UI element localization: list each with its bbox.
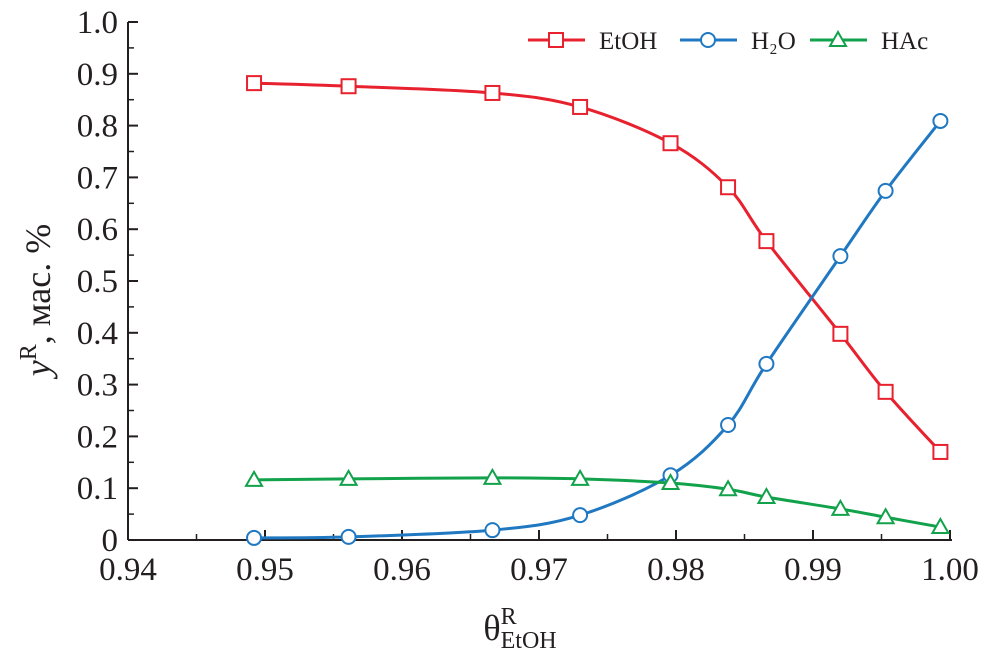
axes: 0.94 0.95 0.96 0.97 0.98 0.99 1.00 0 0.1 0.2 0.3 0.…: [77, 5, 979, 588]
data-point-hac: [718, 479, 738, 497]
y-tick-label: 0.2: [77, 419, 118, 455]
data-point-hac: [482, 467, 503, 485]
x-tick-label: 0.95: [236, 552, 294, 588]
x-axis-label: θR EtOH: [483, 604, 556, 654]
x-tick-label: 0.96: [373, 552, 431, 588]
data-point-etoh: [758, 233, 775, 250]
y-tick-label: 0.6: [77, 212, 118, 248]
data-point-etoh: [484, 84, 501, 101]
series-ho: [246, 112, 949, 546]
x-tick-label: 1.00: [921, 552, 979, 588]
data-point-hac: [570, 468, 590, 486]
data-point-etoh: [877, 383, 894, 400]
y-tick-label: 0.4: [77, 316, 118, 352]
data-point-hac: [830, 498, 851, 516]
data-point-ho: [832, 248, 849, 265]
x-tick-label: 0.99: [784, 552, 842, 588]
x-tick-label: 0.97: [510, 552, 568, 588]
y-tick-label: 0.8: [77, 109, 118, 145]
y-tick-label: 0.9: [77, 57, 118, 93]
data-point-hac: [875, 507, 896, 525]
legend-marker-hac: [828, 29, 848, 47]
data-point-etoh: [720, 179, 737, 196]
data-point-ho: [877, 182, 894, 199]
data-point-hac: [338, 468, 359, 486]
data-point-hac: [930, 517, 951, 535]
y-tick-label: 0.7: [77, 160, 118, 196]
data-point-etoh: [340, 78, 357, 95]
data-point-ho: [246, 529, 263, 546]
data-point-hac: [756, 486, 777, 505]
series-line-ho: [254, 120, 942, 540]
data-point-etoh: [932, 443, 949, 460]
legend: EtOH H₂O HAc: [528, 28, 928, 55]
data-point-etoh: [246, 75, 263, 92]
y-axis-label: yR, мас. %: [16, 224, 58, 379]
data-point-etoh: [572, 98, 589, 115]
legend-label-hac: HAc: [881, 28, 928, 55]
series-hac: [244, 467, 951, 535]
data-point-ho: [340, 528, 357, 545]
data-point-ho: [720, 417, 737, 434]
data-point-ho: [758, 355, 775, 372]
series-etoh: [246, 75, 949, 460]
y-tick-label: 0.3: [77, 368, 118, 404]
legend-marker-ho: [700, 32, 716, 48]
data-point-hac: [244, 469, 264, 487]
data-point-ho: [484, 522, 501, 539]
y-tick-label: 0: [102, 523, 119, 559]
legend-marker-etoh: [548, 32, 564, 48]
legend-label-ho: H₂O: [751, 28, 796, 55]
series-group: [244, 75, 951, 546]
x-tick-label: 0.98: [647, 552, 705, 588]
data-point-ho: [572, 507, 589, 524]
data-point-ho: [932, 112, 949, 129]
y-tick-label: 0.1: [77, 471, 118, 507]
y-tick-label: 0.5: [77, 264, 118, 300]
x-tick-label: 0.94: [99, 552, 157, 588]
legend-label-etoh: EtOH: [599, 28, 657, 55]
data-point-hac: [660, 473, 681, 491]
y-tick-label: 1.0: [77, 5, 118, 41]
series-line-etoh: [253, 81, 942, 453]
data-point-etoh: [662, 135, 679, 152]
data-point-etoh: [832, 325, 849, 342]
